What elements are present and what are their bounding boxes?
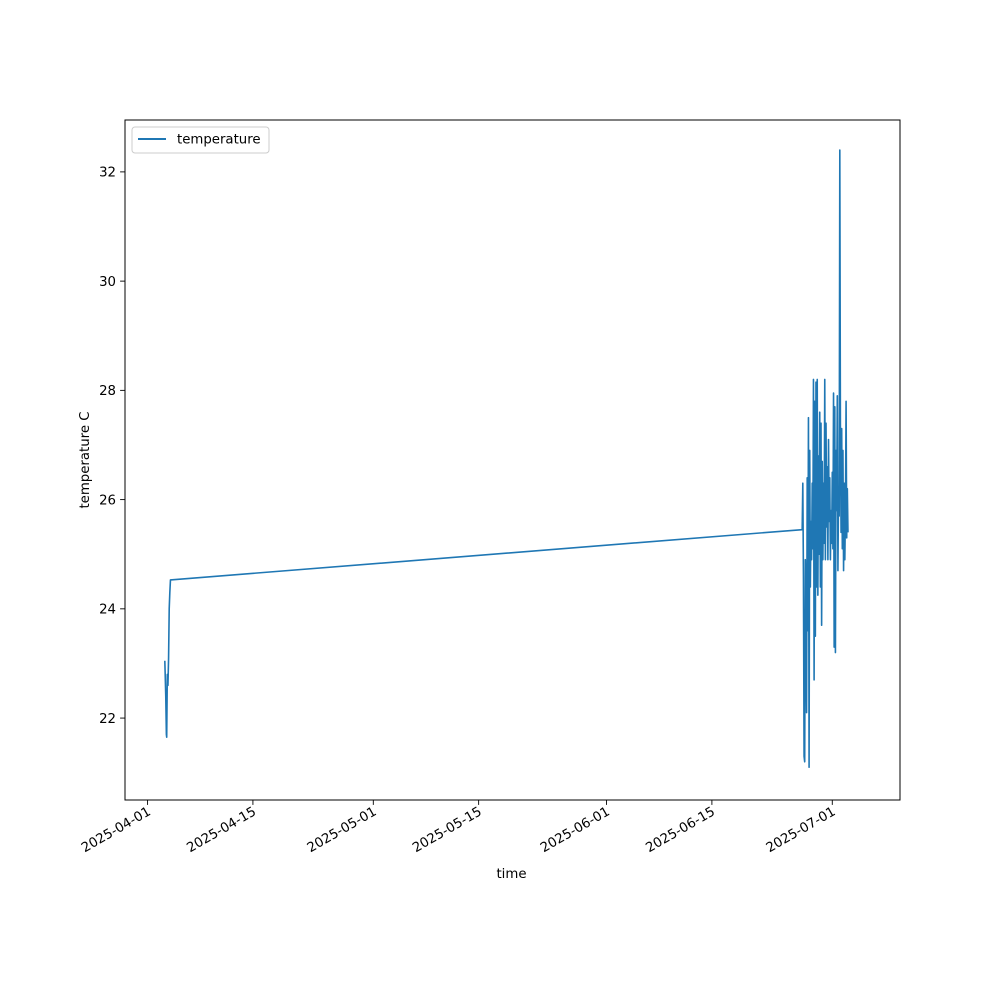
x-axis-title: time [496, 867, 526, 882]
legend: temperature [131, 126, 270, 154]
series-line-temperature [164, 149, 849, 769]
legend-label: temperature [177, 133, 261, 148]
plot-frame [124, 119, 901, 801]
y-tick-label: 32 [99, 166, 116, 181]
series-layer [164, 149, 849, 769]
y-tick-label: 28 [99, 384, 116, 399]
y-tick-label: 26 [99, 493, 116, 508]
y-axis: 22 24 26 28 30 32 [99, 166, 125, 727]
y-axis-title: temperature C [78, 411, 93, 508]
y-tick-label: 24 [99, 603, 116, 618]
y-tick-label: 22 [99, 712, 116, 727]
y-tick-label: 30 [99, 275, 116, 290]
legend-box [131, 126, 270, 154]
